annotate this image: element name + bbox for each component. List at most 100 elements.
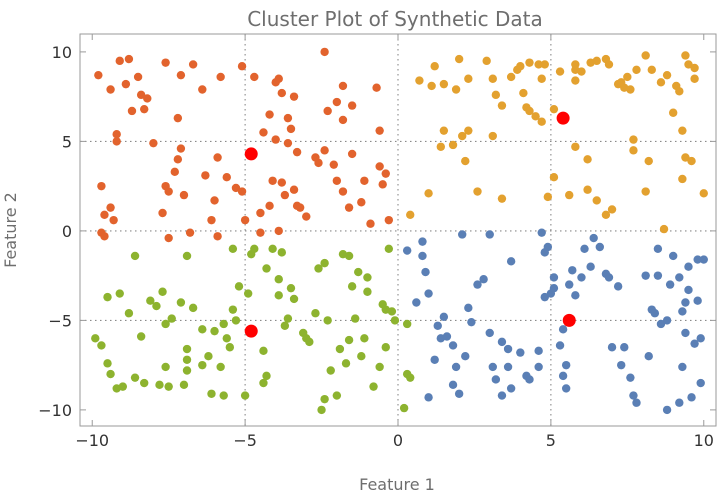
data-point <box>458 230 467 239</box>
data-point <box>292 147 302 157</box>
data-point <box>387 307 397 316</box>
data-point <box>188 60 198 69</box>
data-point <box>525 58 534 67</box>
data-point <box>222 172 231 182</box>
data-point <box>164 382 173 391</box>
data-point <box>537 74 546 83</box>
data-point <box>109 215 118 225</box>
data-point <box>641 187 650 196</box>
data-point <box>207 215 216 225</box>
centroid-point <box>244 147 258 161</box>
data-point <box>491 375 501 384</box>
data-point <box>531 112 540 121</box>
data-point <box>289 185 299 194</box>
data-point <box>323 106 332 116</box>
data-point <box>182 251 192 261</box>
data-point <box>363 273 372 282</box>
data-point <box>626 373 635 382</box>
tick-labels: −10 −5 0 5 10 −10 −5 0 5 10 <box>38 43 714 450</box>
data-point <box>684 285 693 295</box>
data-point <box>274 275 283 284</box>
data-point <box>668 251 678 261</box>
data-point <box>127 106 137 116</box>
centroid-point <box>556 111 570 125</box>
data-point <box>604 273 614 282</box>
data-point <box>684 262 693 271</box>
data-point <box>198 85 207 94</box>
data-point <box>497 391 507 400</box>
centroid-point <box>562 313 576 327</box>
data-point <box>320 258 329 268</box>
data-point <box>164 233 173 243</box>
data-point <box>656 319 666 329</box>
data-point <box>225 343 235 352</box>
data-point <box>439 126 449 135</box>
data-point <box>601 210 611 219</box>
data-point <box>537 228 546 237</box>
data-point <box>112 130 121 139</box>
data-point <box>323 316 332 325</box>
data-point <box>143 94 152 103</box>
data-point <box>213 232 222 241</box>
data-point <box>344 203 354 212</box>
data-point <box>112 137 121 146</box>
data-point <box>338 249 348 259</box>
data-point <box>577 273 586 282</box>
data-point <box>173 113 183 123</box>
data-point <box>626 85 635 94</box>
data-point <box>549 283 559 293</box>
data-point <box>543 242 553 252</box>
data-point <box>595 242 605 252</box>
y-tick-label: 5 <box>62 132 72 151</box>
data-point <box>152 301 161 311</box>
data-point <box>473 187 482 196</box>
data-point <box>161 58 170 67</box>
data-point <box>213 153 222 162</box>
data-point <box>344 335 354 345</box>
x-axis-label: Feature 1 <box>359 475 435 494</box>
data-point <box>668 108 678 117</box>
data-point <box>240 391 250 400</box>
data-point <box>100 232 109 241</box>
data-point <box>280 190 290 200</box>
data-point <box>617 360 626 370</box>
data-point <box>402 319 412 329</box>
data-point <box>534 362 543 372</box>
data-point <box>693 255 702 264</box>
data-point <box>136 332 146 341</box>
data-point <box>586 262 595 271</box>
data-point <box>644 156 653 166</box>
data-point <box>583 155 592 164</box>
data-point <box>516 62 525 71</box>
data-point <box>629 146 638 155</box>
data-point <box>228 244 238 253</box>
data-point <box>262 264 271 273</box>
data-point <box>317 405 326 415</box>
data-point <box>118 382 128 391</box>
data-point <box>115 56 124 66</box>
data-point <box>210 326 219 336</box>
data-point <box>207 389 216 398</box>
data-point <box>436 142 446 151</box>
data-point <box>198 325 207 334</box>
data-point <box>179 380 189 390</box>
data-point <box>360 334 369 343</box>
data-point <box>130 251 140 261</box>
data-point <box>565 190 574 200</box>
data-point <box>534 346 543 356</box>
data-point <box>617 78 626 87</box>
data-point <box>549 104 559 114</box>
data-point <box>320 146 329 155</box>
data-point <box>653 244 663 253</box>
data-point <box>589 233 598 243</box>
data-point <box>699 255 708 264</box>
data-point <box>369 382 378 391</box>
data-point <box>696 378 705 388</box>
data-point <box>274 74 283 83</box>
data-point <box>97 341 106 350</box>
data-point <box>485 328 494 338</box>
data-point <box>332 97 342 107</box>
data-point <box>448 140 458 150</box>
data-point <box>357 198 366 207</box>
